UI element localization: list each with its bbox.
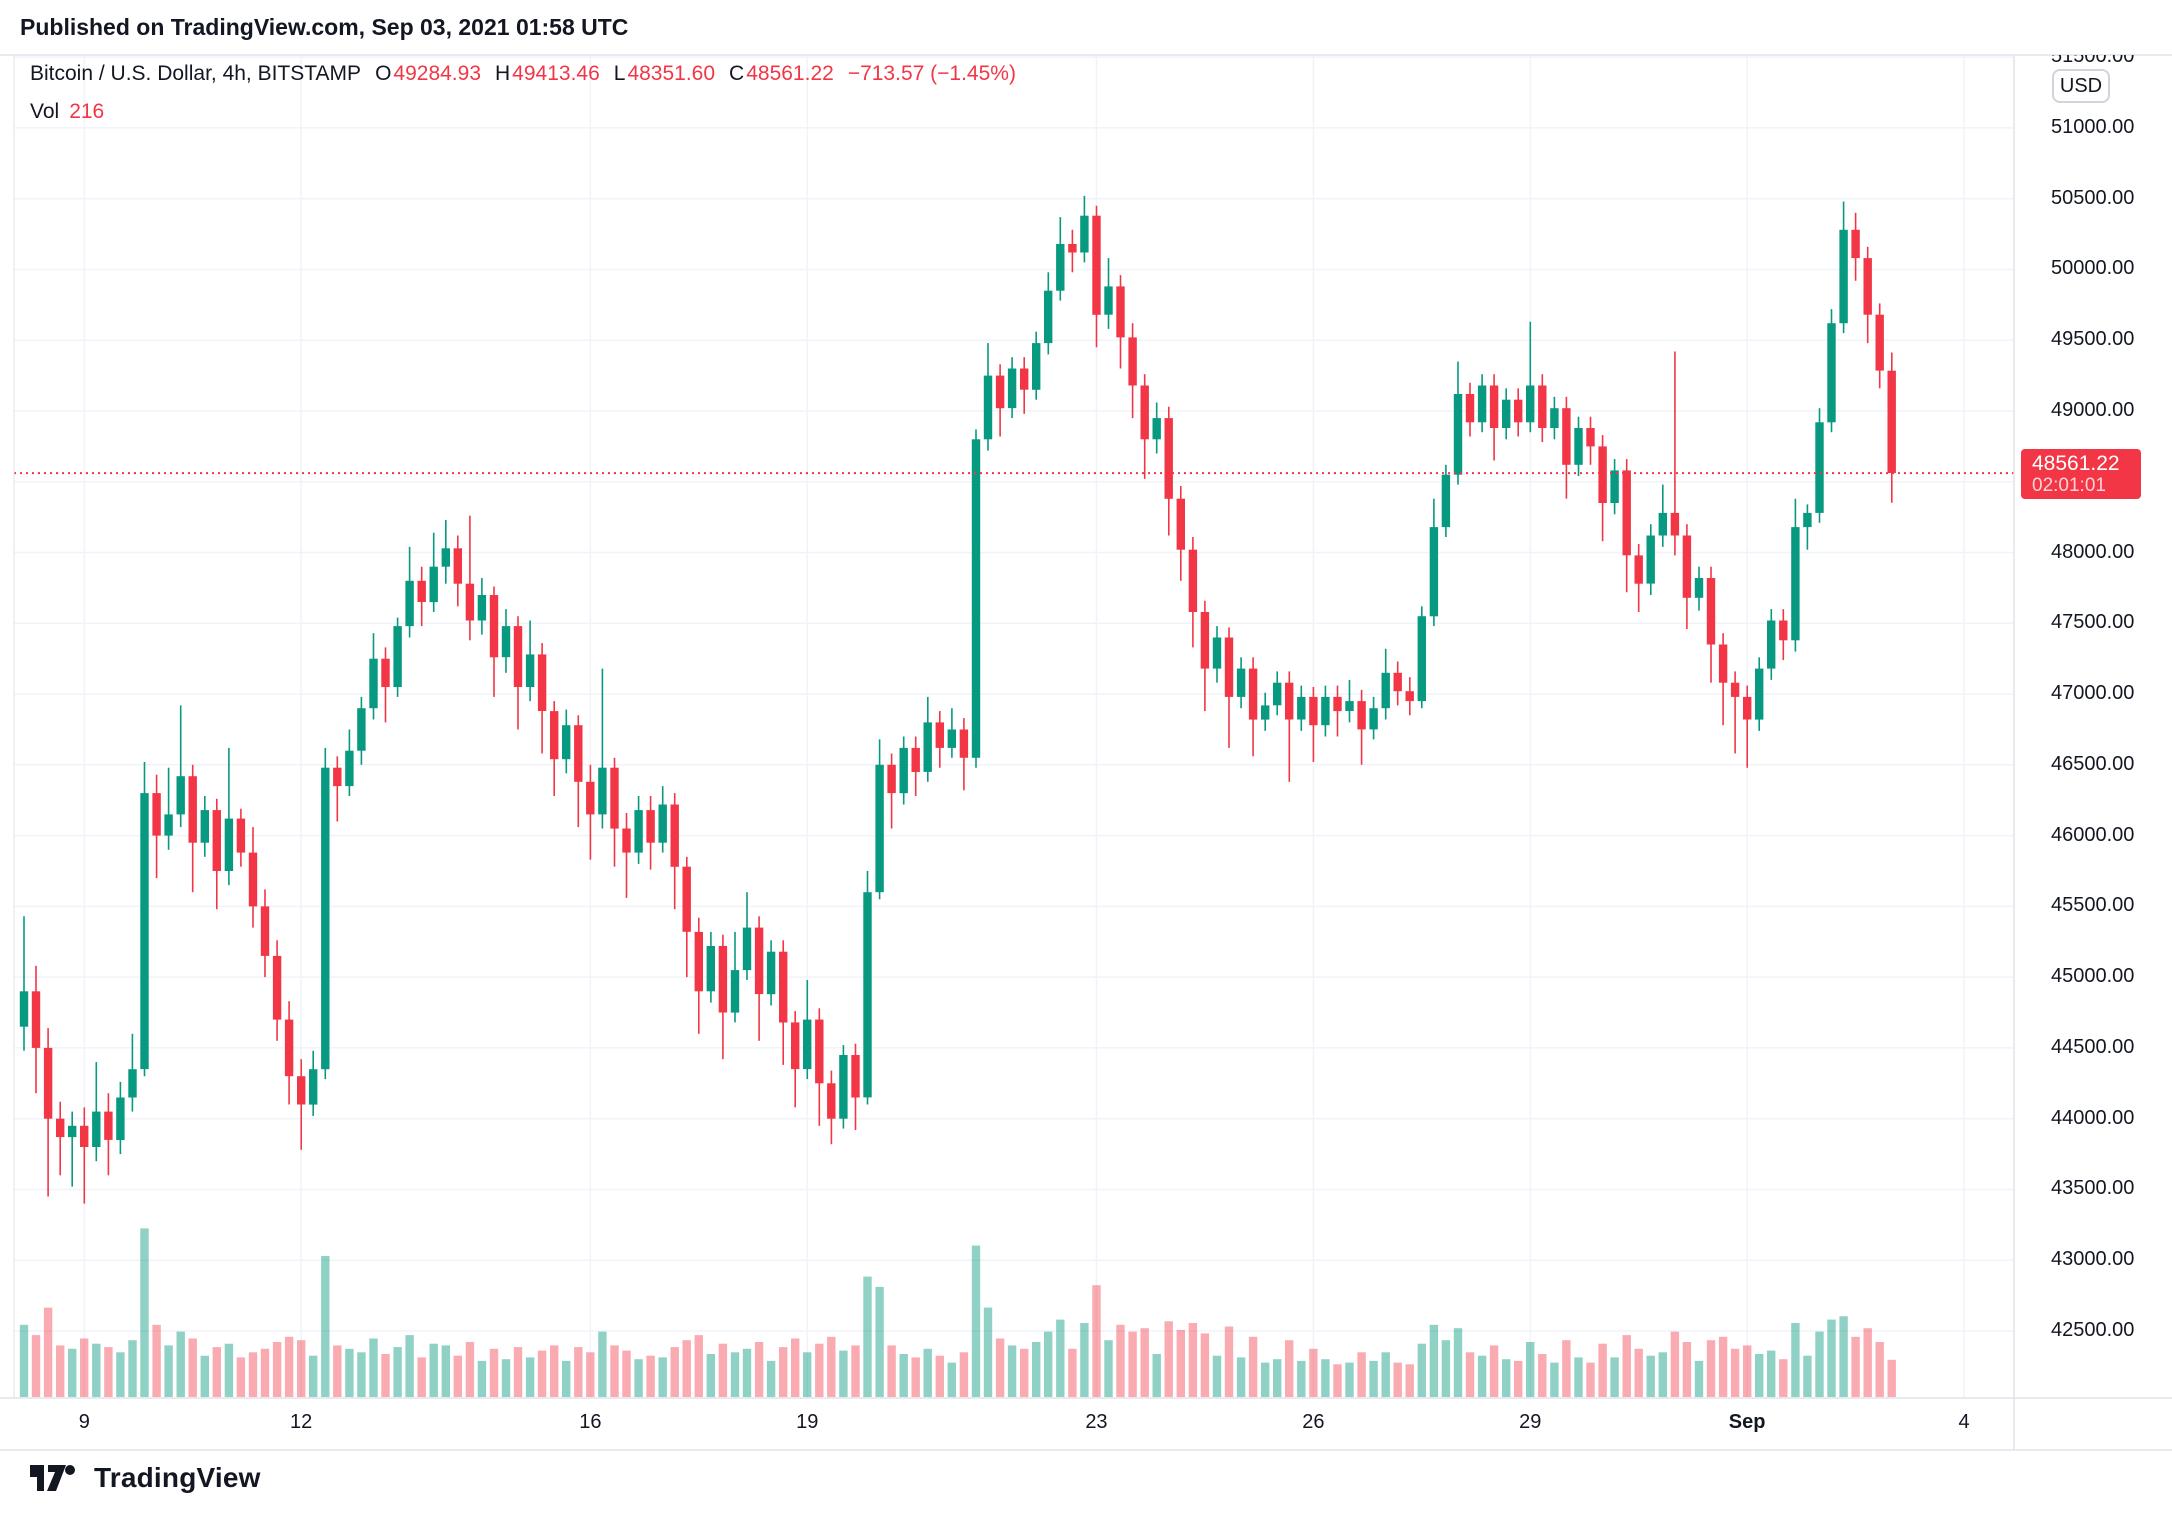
time-tick-label: 19 xyxy=(796,1411,819,1433)
ohlc-low: L 48351.60 xyxy=(613,62,716,85)
time-tick-label: 12 xyxy=(290,1411,313,1433)
price-tick-label: 44500.00 xyxy=(2051,1035,2135,1058)
symbol-title[interactable]: Bitcoin / U.S. Dollar, 4h, BITSTAMP xyxy=(30,62,362,85)
time-tick-label: 23 xyxy=(1085,1411,1108,1433)
price-change: −713.57 (−1.45%) xyxy=(847,62,1016,85)
published-note: Published on TradingView.com, Sep 03, 20… xyxy=(20,14,629,40)
volume-value: 216 xyxy=(69,100,105,123)
brand-name: TradingView xyxy=(94,1462,261,1493)
currency-label: USD xyxy=(2059,74,2103,97)
price-tick-label: 44000.00 xyxy=(2051,1106,2135,1129)
ohlc-high: H 49413.46 xyxy=(495,62,600,85)
time-tick-label: 4 xyxy=(1958,1411,1970,1433)
price-tick-label: 42500.00 xyxy=(2051,1319,2135,1341)
chart-legend: Bitcoin / U.S. Dollar, 4h, BITSTAMP O 492… xyxy=(30,63,1016,122)
price-axis[interactable]: 51500.00 51000.00 50500.00 50000.00 49500.00… xyxy=(2014,55,2172,1398)
price-tick-label: 50000.00 xyxy=(2051,257,2135,280)
price-tick-label: 47000.00 xyxy=(2051,682,2135,705)
legend-row-main: Bitcoin / U.S. Dollar, 4h, BITSTAMP O 492… xyxy=(30,63,1016,84)
volume-label: Vol xyxy=(30,100,60,123)
legend-row-volume: Vol 216 xyxy=(30,101,1016,122)
price-tick-label: 49500.00 xyxy=(2051,328,2135,351)
price-tick-label: 46000.00 xyxy=(2051,823,2135,846)
ohlc-open: O 49284.93 xyxy=(375,62,481,85)
price-tick-label: 43000.00 xyxy=(2051,1248,2135,1271)
currency-button[interactable]: USD xyxy=(2052,69,2110,103)
price-tick-label: 51500.00 xyxy=(2051,55,2135,68)
tradingview-logo-icon xyxy=(30,1465,75,1491)
footer-branding[interactable]: TradingView xyxy=(30,1462,261,1494)
price-tick-label: 51000.00 xyxy=(2051,115,2135,138)
time-tick-label: 26 xyxy=(1302,1411,1325,1433)
price-tick-label: 49000.00 xyxy=(2051,398,2135,421)
price-tick-label: 46500.00 xyxy=(2051,752,2135,775)
time-tick-label: 9 xyxy=(78,1411,90,1433)
price-tick-label: 43500.00 xyxy=(2051,1177,2135,1200)
header: Published on TradingView.com, Sep 03, 20… xyxy=(0,0,2172,55)
bar-countdown: 02:01:01 xyxy=(2032,475,2106,496)
price-tick-label: 48000.00 xyxy=(2051,540,2135,563)
price-tick-label: 45000.00 xyxy=(2051,965,2135,988)
time-axis[interactable]: 9 12 16 19 23 26 29 Sep 4 xyxy=(0,1398,2172,1450)
time-tick-label: 16 xyxy=(579,1411,602,1433)
price-tick-label: 45500.00 xyxy=(2051,894,2135,917)
ohlc-close: C 48561.22 xyxy=(729,62,834,85)
price-tick-label: 50500.00 xyxy=(2051,186,2135,209)
last-price-badge: 48561.22 02:01:01 xyxy=(2021,449,2141,499)
time-tick-label: Sep xyxy=(1728,1411,1766,1433)
time-tick-label: 29 xyxy=(1519,1411,1542,1433)
last-price-value: 48561.22 xyxy=(2032,452,2120,475)
price-tick-label: 47500.00 xyxy=(2051,611,2135,634)
